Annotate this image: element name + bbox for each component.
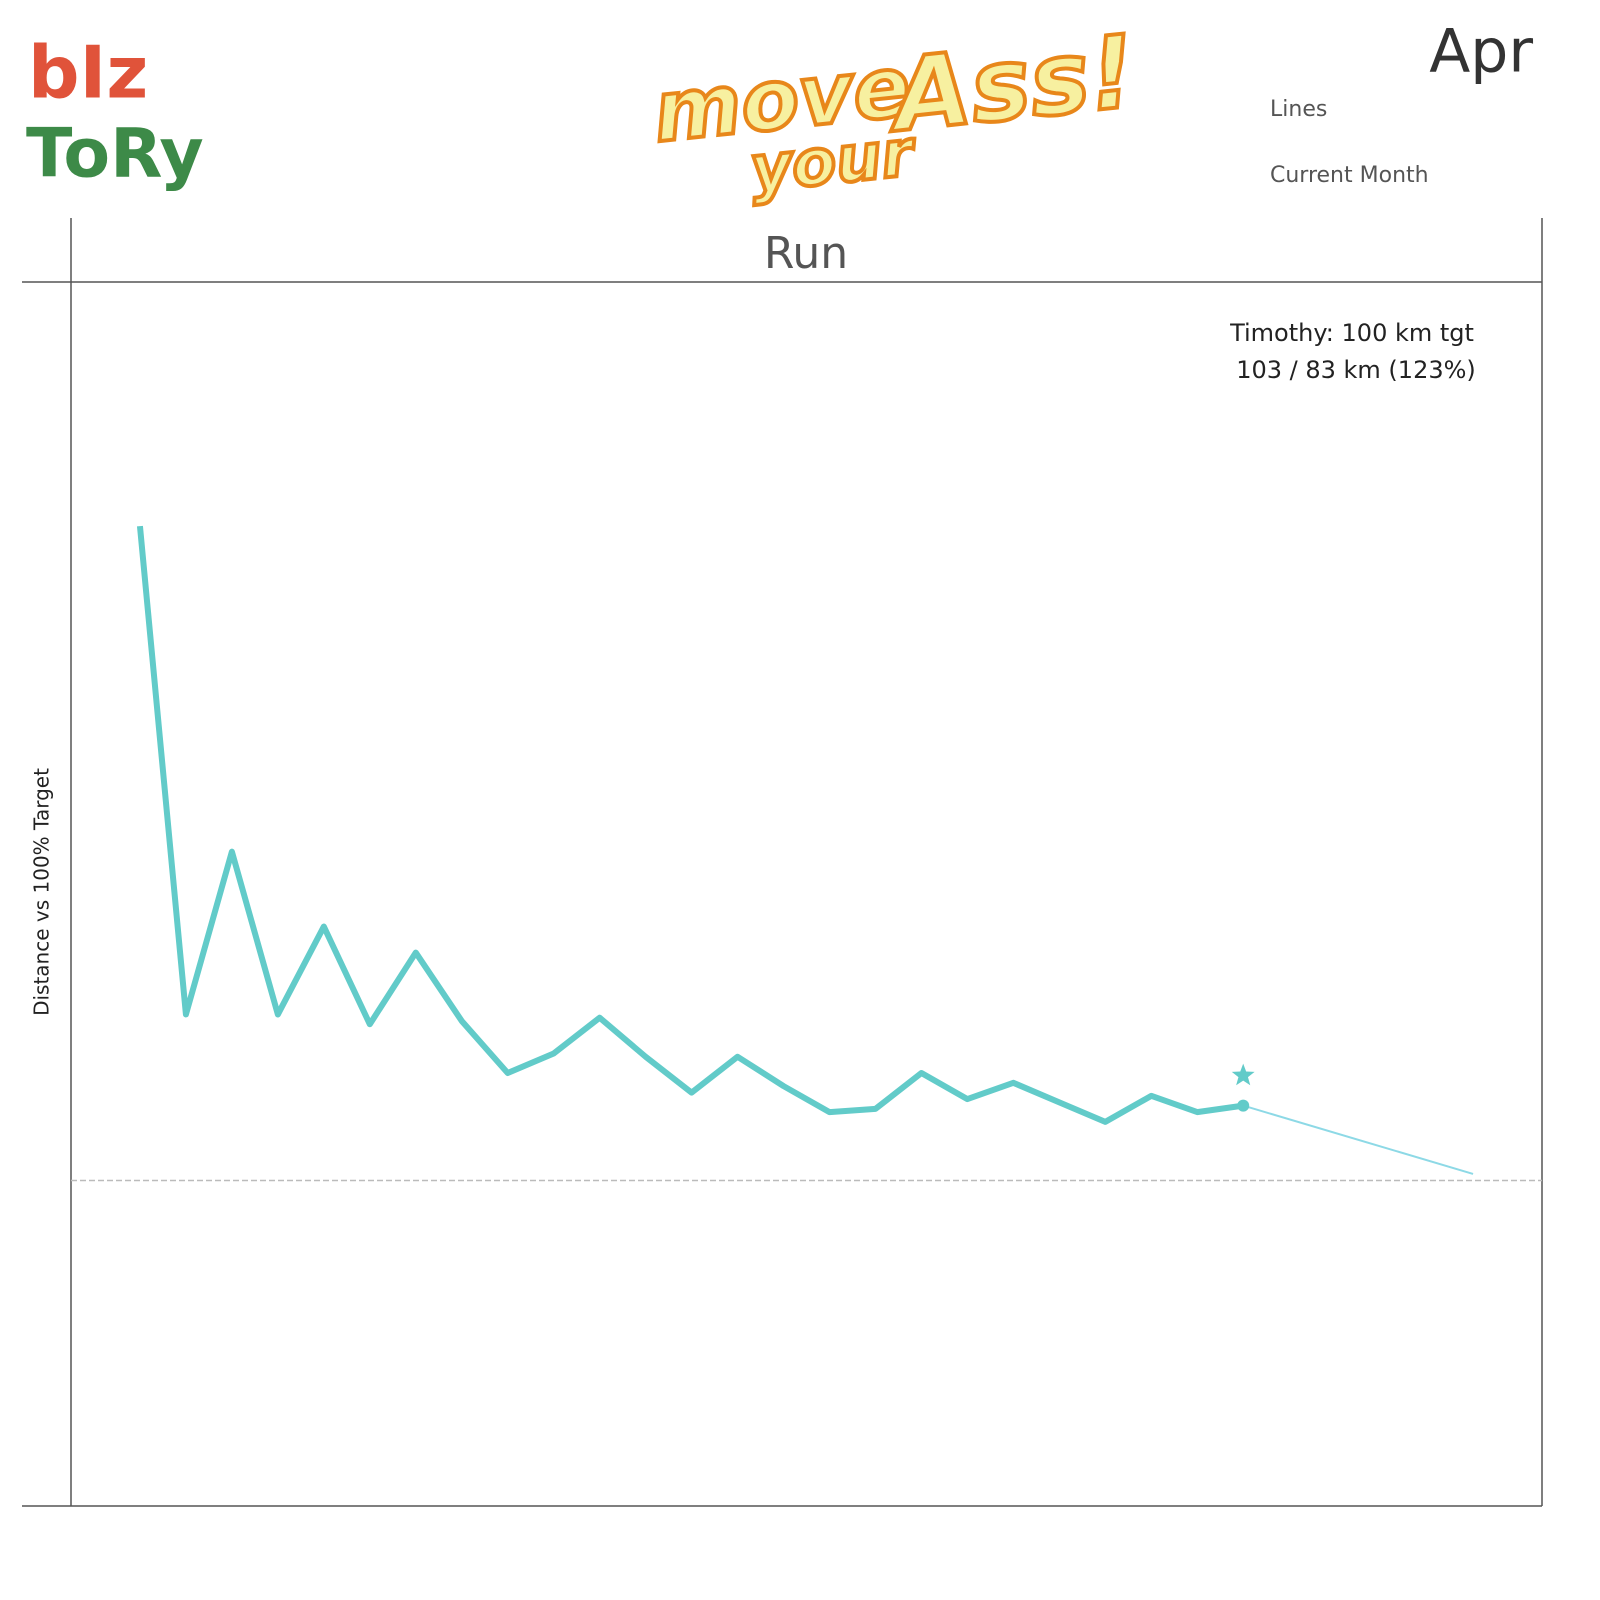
- series-line: [136, 525, 1244, 1125]
- annotation: 103 / 83 km (123%): [1236, 356, 1476, 384]
- month: Apr: [1429, 17, 1533, 87]
- legend-label: Current Month: [1270, 163, 1429, 188]
- legend-label: Lines: [1270, 97, 1327, 122]
- logo-left-top: bIz: [28, 31, 148, 115]
- y-axis-label: Distance vs 100% Target: [30, 768, 54, 1016]
- series-line: [1242, 1104, 1474, 1175]
- current-star: [1231, 1063, 1255, 1086]
- panel-title: Run: [764, 228, 848, 279]
- logo-left-bottom: ToRy: [26, 115, 204, 194]
- annotation: Timothy: 100 km tgt: [1229, 319, 1474, 347]
- current-point: [1237, 1099, 1250, 1112]
- frame: [22, 218, 1543, 1507]
- logo-center-3: Ass!: [881, 13, 1141, 155]
